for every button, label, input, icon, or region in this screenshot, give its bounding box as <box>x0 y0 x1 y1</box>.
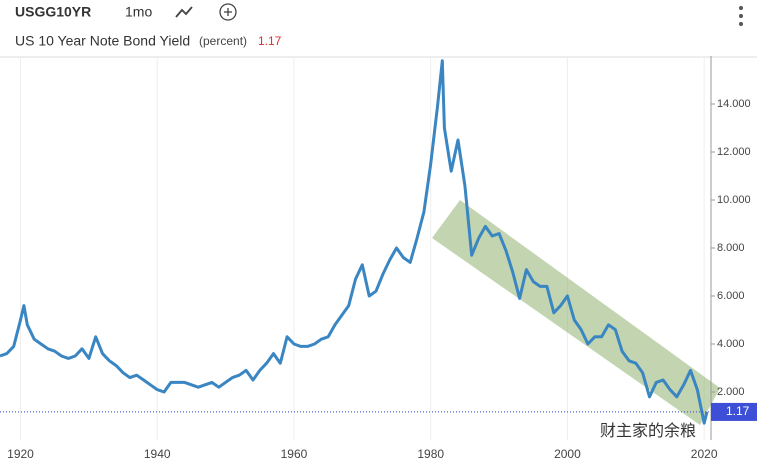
x-tick-label: 1960 <box>281 447 308 461</box>
y-tick-label: 4.000 <box>717 338 745 350</box>
x-tick-label: 2020 <box>691 447 718 461</box>
trend-channel <box>432 200 720 425</box>
watermark: 财主家的余粮 <box>600 421 696 440</box>
x-tick-label: 1980 <box>417 447 444 461</box>
x-tick-label: 1940 <box>144 447 171 461</box>
x-tick-label: 2000 <box>554 447 581 461</box>
y-tick-label: 14.000 <box>717 98 751 110</box>
ticker: USGG10YR <box>15 4 91 20</box>
last-value-label: 1.17 <box>726 404 750 418</box>
interval[interactable]: 1mo <box>125 4 152 20</box>
chart-title: US 10 Year Note Bond Yield <box>15 33 190 49</box>
add-icon-plus <box>224 8 232 16</box>
last-value: 1.17 <box>258 34 282 48</box>
y-tick-label: 6.000 <box>717 290 745 302</box>
y-tick-label: 10.000 <box>717 194 751 206</box>
y-tick-label: 8.000 <box>717 242 745 254</box>
y-tick-label: 12.000 <box>717 146 751 158</box>
chart-type-icon[interactable] <box>175 6 193 18</box>
last-value-box <box>711 402 757 421</box>
x-tick-label: 1920 <box>7 447 34 461</box>
y-tick-label: 2.000 <box>717 386 745 398</box>
add-icon[interactable] <box>219 3 237 21</box>
menu-icon[interactable] <box>739 6 743 26</box>
series-line <box>0 59 709 425</box>
unit: (percent) <box>199 34 247 48</box>
